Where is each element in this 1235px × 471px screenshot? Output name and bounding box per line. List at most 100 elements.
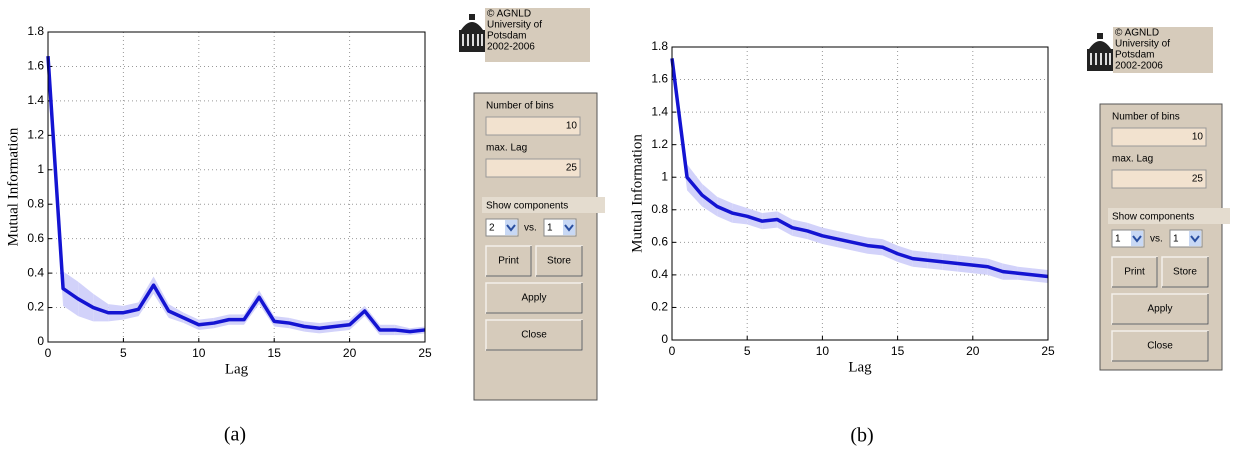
select-value: 1 xyxy=(547,223,553,234)
logo-text: Potsdam xyxy=(1115,50,1154,61)
caption: (a) xyxy=(224,424,246,446)
logo-part xyxy=(1100,53,1102,65)
select-arrow-glyph xyxy=(1190,235,1200,243)
plot-area xyxy=(48,32,425,342)
axes-box xyxy=(671,46,1049,341)
logo-text: 2002-2006 xyxy=(1115,61,1163,72)
button-label[interactable]: Close xyxy=(1147,341,1173,352)
x-tick-label: 0 xyxy=(45,346,52,360)
logo-part xyxy=(462,34,464,46)
logo-box xyxy=(485,8,590,62)
button[interactable] xyxy=(485,282,583,314)
logo-text: Potsdam xyxy=(487,31,526,42)
label: Number of bins xyxy=(486,101,554,112)
label: Show components xyxy=(486,201,568,212)
button-label[interactable]: Store xyxy=(1173,267,1197,278)
select-arrow xyxy=(1131,231,1143,246)
input-box[interactable] xyxy=(485,116,581,136)
logo-part xyxy=(481,34,483,46)
x-tick-label: 20 xyxy=(343,346,357,360)
y-axis-label: Mutual Information xyxy=(629,134,645,253)
select-arrow xyxy=(563,220,575,235)
button-shadow xyxy=(486,283,583,314)
x-tick-label: 20 xyxy=(966,344,980,358)
label: max. Lag xyxy=(1112,154,1153,165)
logo-text: University of xyxy=(487,20,542,31)
y-tick-label: 1 xyxy=(661,169,668,183)
x-tick-label: 10 xyxy=(192,346,206,360)
button-shadow xyxy=(486,246,532,277)
button-label[interactable]: Print xyxy=(498,256,519,267)
button-label[interactable]: Store xyxy=(547,256,571,267)
control-panel: Number of bins 10 max. Lag 25 Show component… xyxy=(473,92,605,401)
y-tick-label: 0.2 xyxy=(651,300,668,314)
input-value: 10 xyxy=(566,121,578,132)
button-label[interactable]: Apply xyxy=(521,293,546,304)
button-label[interactable]: Apply xyxy=(1147,304,1172,315)
select-arrow xyxy=(505,220,517,235)
input-value: 25 xyxy=(566,163,578,174)
select-value: 1 xyxy=(1173,234,1179,245)
axes-box xyxy=(47,31,426,343)
button[interactable] xyxy=(485,245,532,277)
label: max. Lag xyxy=(486,143,527,154)
button[interactable] xyxy=(1111,293,1209,325)
button[interactable] xyxy=(485,319,583,351)
logo-text: University of xyxy=(1115,39,1170,50)
button-shadow xyxy=(1162,257,1209,288)
logo-box xyxy=(1113,27,1213,73)
y-tick-label: 0.8 xyxy=(27,196,44,210)
y-tick-label: 0.2 xyxy=(27,300,44,314)
y-tick-label: 1.2 xyxy=(27,128,44,142)
input-box[interactable] xyxy=(1111,127,1207,147)
data-line xyxy=(670,58,1049,279)
y-axis-label: Mutual Information xyxy=(5,127,21,246)
y-tick-label: 1.6 xyxy=(27,59,44,73)
label: vs. xyxy=(524,223,537,234)
y-tick-label: 0.6 xyxy=(27,231,44,245)
x-tick-label: 25 xyxy=(1041,344,1055,358)
logo-part xyxy=(467,34,469,46)
logo-part xyxy=(1109,53,1111,65)
label: vs. xyxy=(1150,234,1163,245)
button-label[interactable]: Close xyxy=(521,330,547,341)
y-tick-label: 0 xyxy=(37,334,44,348)
x-tick-label: 15 xyxy=(891,344,905,358)
logo-text: 2002-2006 xyxy=(487,42,535,53)
error-band xyxy=(93,293,109,322)
logo-text: © AGNLD xyxy=(1115,28,1159,39)
x-axis-label: Lag xyxy=(848,359,872,375)
logo-part xyxy=(461,22,483,30)
select-arrow-glyph xyxy=(1132,235,1142,243)
logo-text: © AGNLD xyxy=(487,9,531,20)
button-shadow xyxy=(1112,257,1158,288)
button-shadow xyxy=(486,320,583,351)
tab xyxy=(1108,208,1230,224)
label: Show components xyxy=(1112,212,1194,223)
select-arrow xyxy=(1189,231,1201,246)
y-tick-label: 1.4 xyxy=(651,104,668,118)
input-box[interactable] xyxy=(1111,169,1207,189)
select-value: 1 xyxy=(1115,234,1121,245)
x-tick-label: 5 xyxy=(120,346,127,360)
button-label[interactable]: Print xyxy=(1124,267,1145,278)
input-box[interactable] xyxy=(485,158,581,178)
x-tick-label: 15 xyxy=(268,346,282,360)
logo-part xyxy=(1090,53,1092,65)
y-tick-label: 0.8 xyxy=(651,202,668,216)
x-axis-label: Lag xyxy=(225,361,249,377)
logo-part xyxy=(472,34,474,46)
select-arrow-glyph xyxy=(506,224,516,232)
logo-icon xyxy=(1087,33,1113,71)
y-tick-label: 0.4 xyxy=(651,267,668,281)
logo-part xyxy=(1105,53,1107,65)
plot-area xyxy=(672,47,1048,340)
logo-part xyxy=(477,34,479,46)
y-tick-label: 1 xyxy=(37,162,44,176)
logo-part xyxy=(469,14,475,20)
x-tick-label: 0 xyxy=(669,344,676,358)
button-shadow xyxy=(1112,331,1209,362)
logo-icon xyxy=(459,14,485,52)
y-tick-label: 1.8 xyxy=(27,24,44,38)
